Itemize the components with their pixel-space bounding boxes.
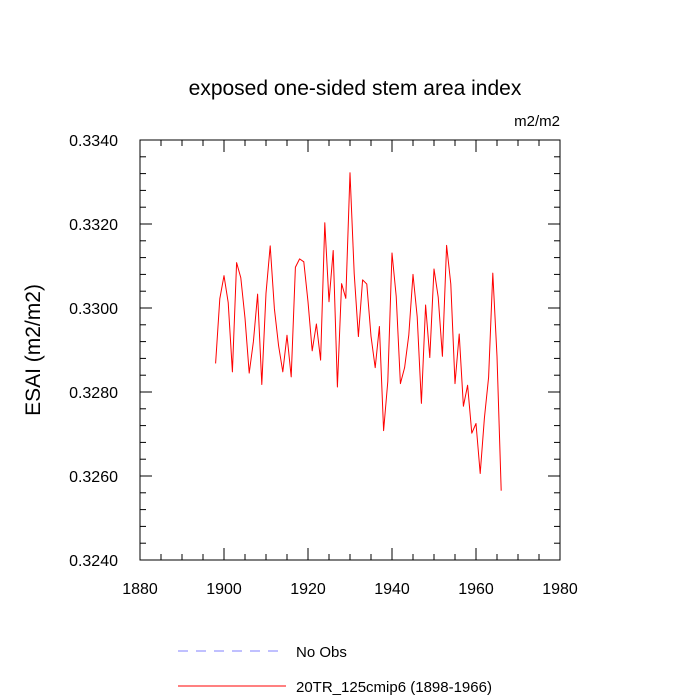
chart-title: exposed one-sided stem area index [189,77,522,100]
y-tick-label: 0.3300 [69,301,118,318]
legend: No Obs 20TR_125cmip6 (1898-1966) [178,644,492,696]
y-ticks [140,139,560,561]
legend-label-20tr: 20TR_125cmip6 (1898-1966) [296,679,492,696]
x-tick-labels: 1880 1900 1920 1940 1960 1980 [122,581,578,598]
y-tick-label: 0.3320 [69,217,118,234]
x-tick-label: 1960 [458,581,494,598]
x-tick-label: 1900 [206,581,242,598]
y-axis-label: ESAI (m2/m2) [22,284,45,416]
x-tick-label: 1940 [374,581,410,598]
x-ticks [139,140,561,560]
x-tick-label: 1980 [542,581,578,598]
y-tick-label: 0.3340 [69,133,118,150]
y-tick-label: 0.3260 [69,469,118,486]
x-tick-label: 1880 [122,581,158,598]
y-tick-labels: 0.3240 0.3260 0.3280 0.3300 0.3320 0.3340 [69,133,118,570]
legend-label-no-obs: No Obs [296,644,347,661]
units-label: m2/m2 [514,113,560,130]
x-tick-label: 1920 [290,581,326,598]
series-line-1 [215,172,502,491]
y-tick-label: 0.3280 [69,385,118,402]
y-tick-label: 0.3240 [69,553,118,570]
series-layer [215,172,502,491]
